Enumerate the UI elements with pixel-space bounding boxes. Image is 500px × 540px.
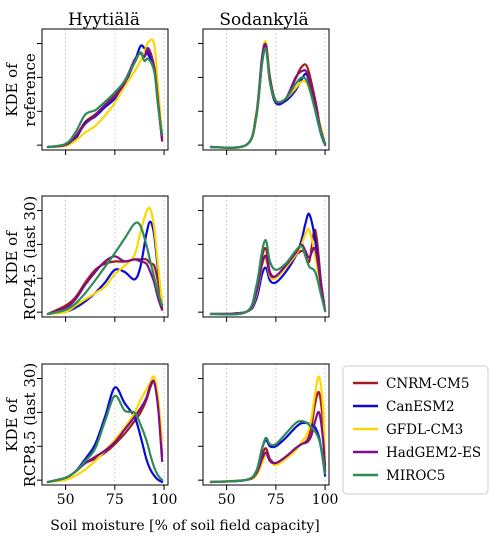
row-label-2-line1: KDE of [3, 397, 21, 452]
legend-label-gfdl: GFDL-CM3 [386, 422, 463, 438]
series-line-miroc [46, 51, 164, 149]
series-line-gfdl [46, 375, 164, 484]
panel-frame [41, 195, 169, 318]
legend-label-miroc: MIROC5 [386, 468, 445, 484]
series-line-miroc [209, 47, 327, 149]
series-line-hadgem [46, 255, 164, 316]
series-line-gfdl [46, 206, 164, 316]
panel-r2-c1: 50 75 100 [198, 363, 339, 508]
series-line-cnrm [209, 390, 327, 484]
x-tick-label: 50 [57, 492, 75, 508]
series-line-miroc [209, 239, 327, 316]
panel-r1-c1 [198, 195, 330, 322]
column-title-1: Sodankylä [219, 10, 308, 30]
legend-label-hadgem: HadGEM2-ES [386, 445, 481, 461]
series-line-hadgem [209, 243, 327, 316]
series-line-hadgem [46, 379, 164, 484]
x-tick-label: 75 [106, 492, 124, 508]
x-tick-label: 100 [151, 492, 178, 508]
row-label-0-line2: reference [21, 53, 39, 127]
legend: CNRM-CM5 CanESM2 GFDL-CM3 HadGEM2-ES MIR… [342, 365, 489, 495]
series-line-canesm [46, 220, 164, 316]
series-line-miroc [209, 420, 327, 484]
panel-frame [202, 28, 330, 151]
panel-r0-c0 [37, 28, 169, 155]
panel-frame [202, 363, 330, 486]
column-title-0: Hyytiälä [68, 10, 140, 30]
panel-frame [41, 28, 169, 151]
legend-label-cnrm: CNRM-CM5 [386, 376, 469, 392]
legend-box [342, 365, 489, 495]
row-label-0-line1: KDE of [3, 62, 21, 117]
series-line-miroc [46, 221, 164, 316]
panel-frame [41, 363, 169, 486]
panel-group: 50 75 100 50 75 100 [37, 28, 339, 508]
panel-r0-c1 [198, 28, 330, 155]
legend-label-canesm: CanESM2 [386, 399, 455, 415]
row-label-1-line1: KDE of [3, 230, 21, 285]
x-axis-label: Soil moisture [% of soil field capacity] [50, 518, 319, 534]
row-label-2-line2: RCP8.5 (last 30) [21, 363, 39, 488]
series-line-gfdl [209, 375, 327, 484]
series-line-gfdl [46, 38, 164, 149]
series-line-canesm [209, 212, 327, 316]
x-tick-label: 50 [218, 492, 236, 508]
x-tick-label: 100 [312, 492, 339, 508]
panel-r2-c0: 50 75 100 [37, 363, 178, 508]
panel-frame [202, 195, 330, 318]
row-label-1-line2: RCP4.5 (last 30) [21, 196, 39, 321]
series-line-cnrm [46, 50, 164, 149]
x-tick-label: 75 [267, 492, 285, 508]
series-line-cnrm [46, 379, 164, 484]
series-line-miroc [46, 394, 164, 484]
series-line-hadgem [209, 410, 327, 484]
panel-r1-c0 [37, 195, 169, 322]
series-line-hadgem [46, 47, 164, 149]
